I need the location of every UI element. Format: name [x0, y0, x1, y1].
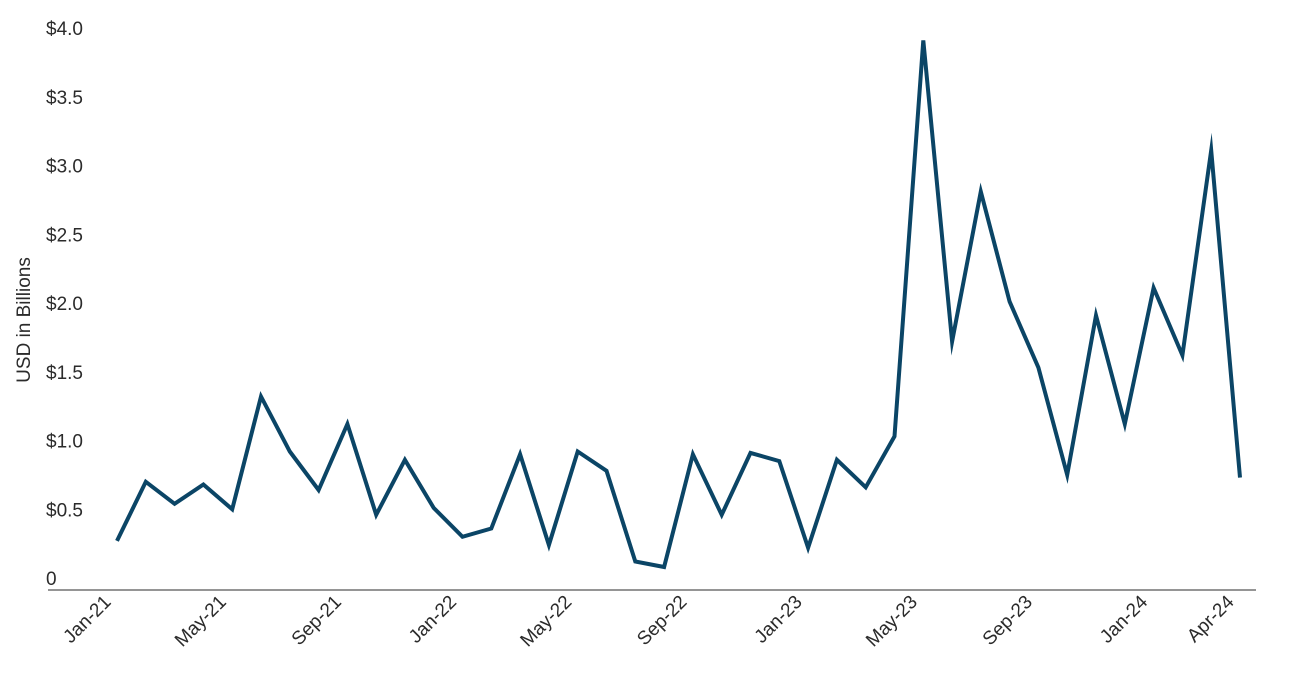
y-tick-label: 0: [46, 569, 57, 590]
x-tick-label: Jan-21: [60, 592, 116, 648]
x-tick-label: Sep-23: [979, 592, 1037, 650]
x-tick-label: May-21: [171, 592, 231, 652]
x-tick-label: Sep-21: [288, 592, 346, 650]
x-tick-label: May-23: [862, 592, 922, 652]
x-tick-label: Jan-23: [751, 592, 807, 648]
y-tick-label: $1.5: [46, 363, 83, 384]
x-tick-label: Jan-24: [1096, 591, 1152, 647]
x-axis-ticks: Jan-21 May-21 Sep-21 Jan-22 May-22 Sep-22 Jan-…: [60, 591, 1239, 651]
x-tick-label: Jan-22: [405, 592, 461, 648]
y-tick-label: $3.5: [46, 88, 83, 109]
y-tick-label: $2.5: [46, 225, 83, 246]
series-line: [115, 40, 1242, 570]
series-group: [115, 40, 1242, 570]
y-tick-label: $1.0: [46, 432, 83, 453]
y-tick-label: $0.5: [46, 500, 83, 521]
x-tick-label: Sep-22: [633, 592, 691, 650]
x-tick-label: May-22: [517, 592, 577, 652]
x-tick-label: Apr-24: [1183, 591, 1238, 646]
y-axis-title: USD in Billions: [14, 257, 35, 383]
y-axis-ticks: 0 $0.5 $1.0 $1.5 $2.0 $2.5 $3.0 $3.5 $4.0: [46, 19, 83, 590]
y-tick-label: $2.0: [46, 294, 83, 315]
y-tick-label: $3.0: [46, 157, 83, 178]
y-tick-label: $4.0: [46, 19, 83, 40]
